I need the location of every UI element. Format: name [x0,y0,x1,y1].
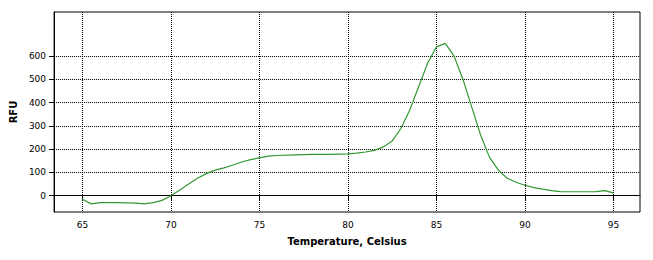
svg-text:Temperature, Celsius: Temperature, Celsius [287,236,406,247]
svg-text:65: 65 [77,220,88,230]
svg-text:400: 400 [29,98,46,108]
svg-text:75: 75 [254,220,265,230]
svg-text:95: 95 [608,220,619,230]
svg-text:200: 200 [29,144,46,154]
svg-text:90: 90 [519,220,531,230]
svg-text:500: 500 [29,74,46,84]
svg-text:100: 100 [29,167,46,177]
svg-text:300: 300 [29,121,46,131]
svg-text:600: 600 [29,51,46,61]
svg-text:0: 0 [40,191,46,201]
svg-text:85: 85 [431,220,442,230]
svg-text:70: 70 [165,220,177,230]
svg-text:RFU: RFU [8,101,19,124]
svg-text:80: 80 [342,220,354,230]
